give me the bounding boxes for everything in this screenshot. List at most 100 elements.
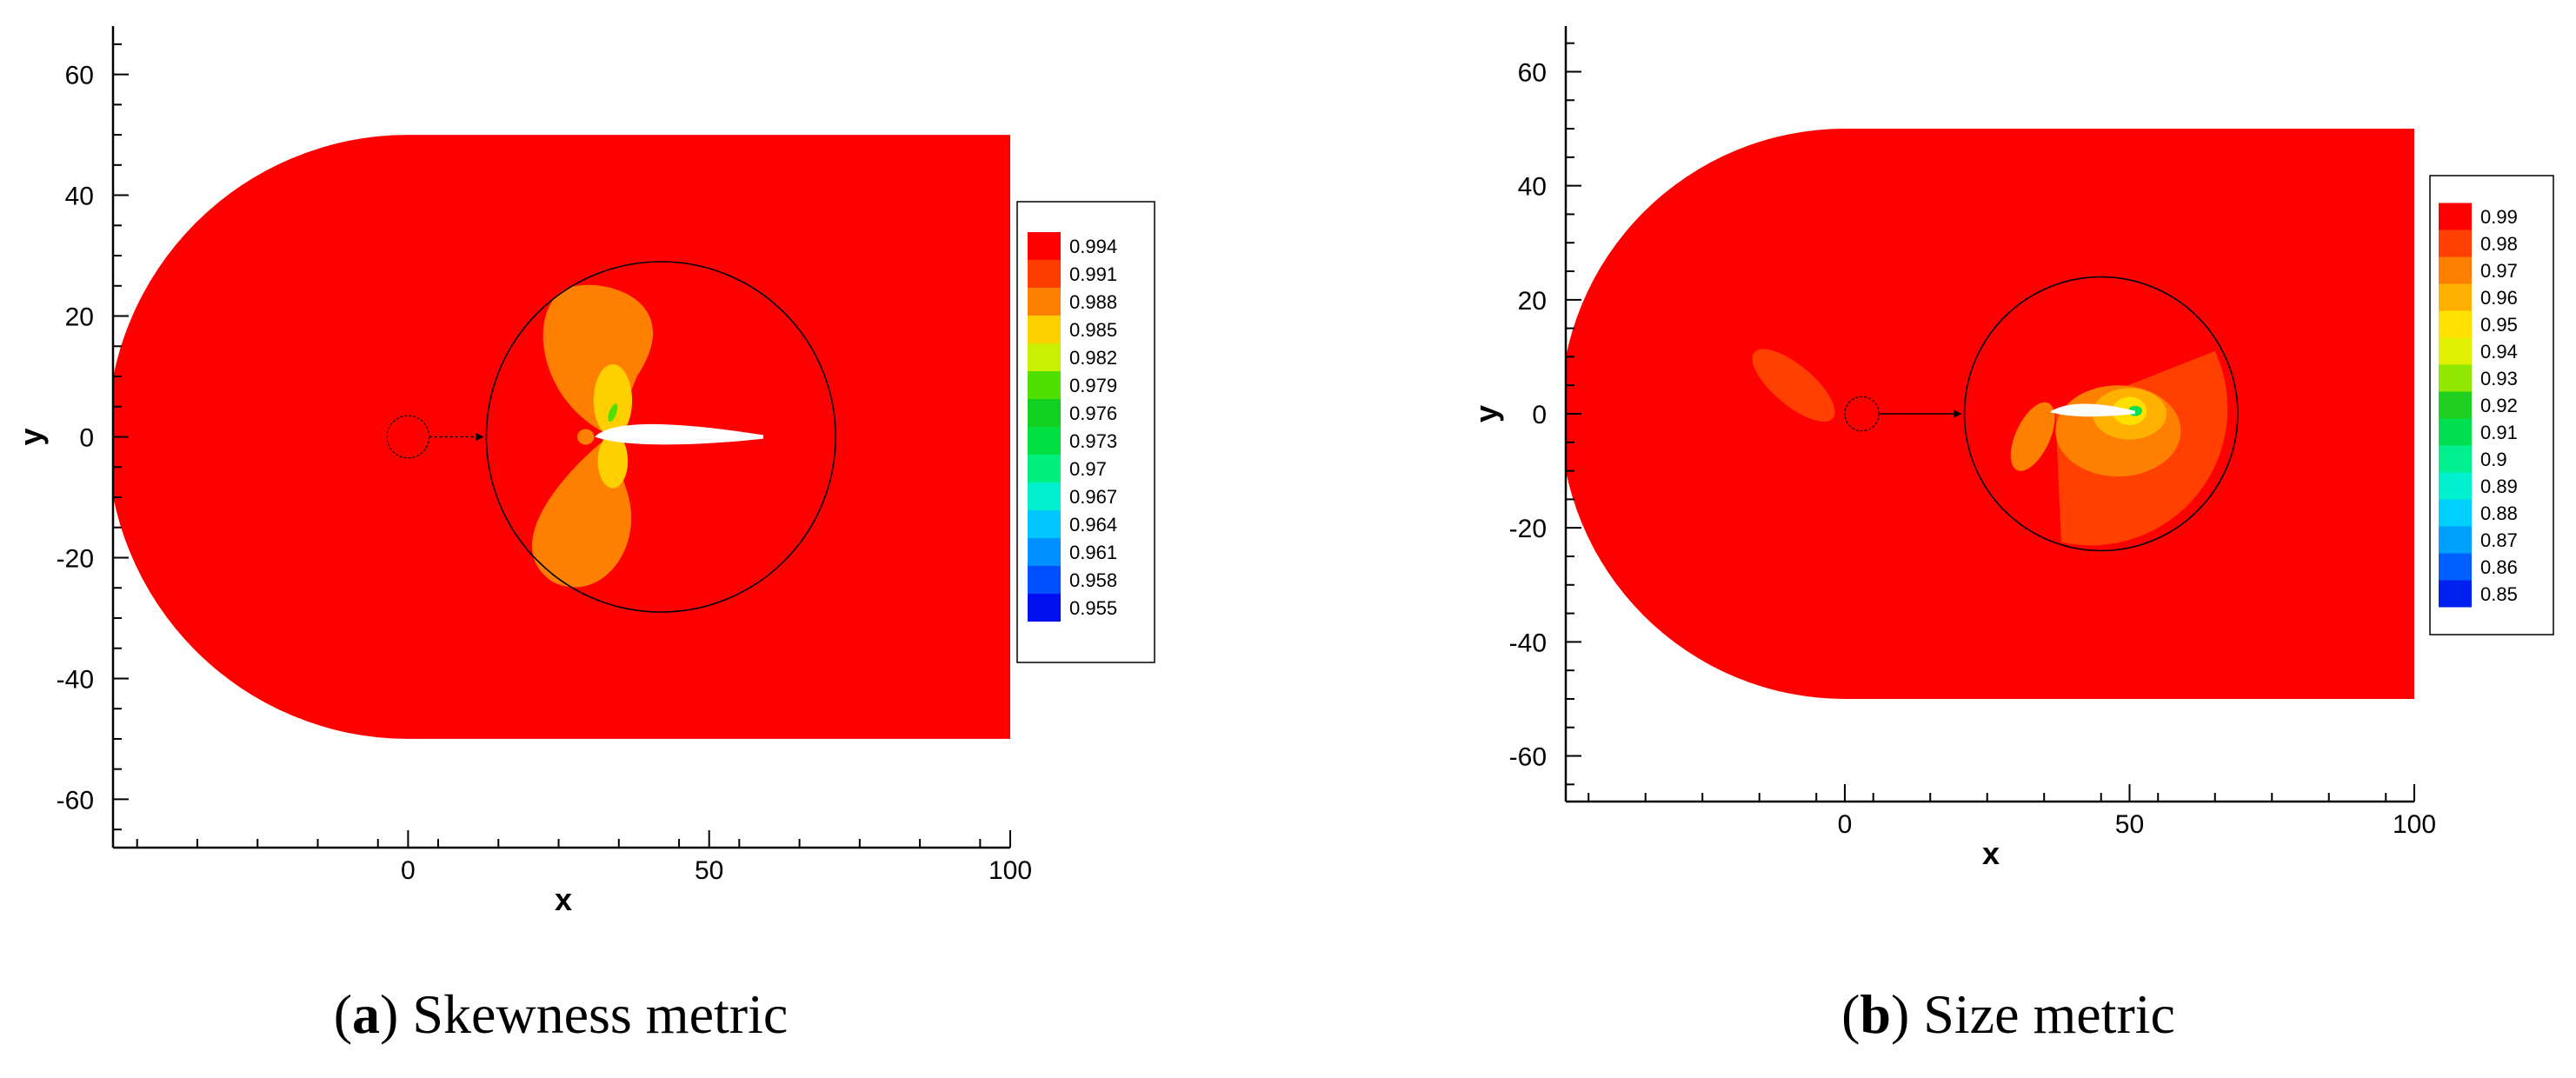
legend-label: 0.95 xyxy=(2480,314,2518,336)
legend-label: 0.92 xyxy=(2480,395,2518,416)
contour-field xyxy=(113,135,1010,739)
airfoil-shape xyxy=(2049,403,2136,417)
legend-label: 0.979 xyxy=(1069,375,1117,396)
y-tick-label: -20 xyxy=(1509,515,1547,543)
legend-label: 0.89 xyxy=(2480,476,2518,497)
contour-green-spot xyxy=(608,403,618,423)
legend-label: 0.958 xyxy=(1069,569,1117,591)
y-tick-label: 40 xyxy=(65,183,94,211)
x-tick-label: 0 xyxy=(401,856,416,885)
legend-swatch xyxy=(1028,399,1061,427)
legend-label: 0.967 xyxy=(1069,486,1117,508)
legend-swatch xyxy=(1028,510,1061,538)
legend-label: 0.964 xyxy=(1069,514,1117,536)
x-tick-label: 0 xyxy=(1838,810,1853,839)
contour-inner-lower xyxy=(597,434,629,489)
x-tick-label: 100 xyxy=(988,856,1032,885)
y-tick-label: 0 xyxy=(79,424,94,453)
legend-label: 0.88 xyxy=(2480,502,2518,524)
legend-swatch xyxy=(2439,553,2472,581)
legend-label: 0.982 xyxy=(1069,347,1117,369)
legend-label: 0.86 xyxy=(2480,556,2518,578)
legend-label: 0.96 xyxy=(2480,287,2518,309)
legend-swatch xyxy=(1028,232,1061,260)
legend-swatch xyxy=(2439,445,2472,473)
legend-label: 0.97 xyxy=(1069,458,1107,480)
y-tick-label: 20 xyxy=(1518,287,1547,316)
legend-swatch xyxy=(2439,283,2472,311)
legend-label: 0.99 xyxy=(2480,206,2518,228)
legend: 0.99 0.98 0.97 0.96 0.95 0.94 0.93 0.92 0.91 0.9 0… xyxy=(2429,175,2554,635)
legend-swatch xyxy=(2439,203,2472,230)
legend-swatch xyxy=(2439,337,2472,365)
legend-swatch xyxy=(1028,594,1061,622)
y-tick-label: -60 xyxy=(57,786,94,815)
legend-swatch xyxy=(2439,256,2472,284)
legend-swatch xyxy=(2439,499,2472,527)
legend-swatch xyxy=(2439,526,2472,554)
y-tick-label: 60 xyxy=(1518,58,1547,87)
source-circle xyxy=(1844,396,1880,432)
legend-swatch xyxy=(1028,427,1061,455)
legend-swatch xyxy=(1028,455,1061,482)
legend-swatch xyxy=(2439,364,2472,392)
legend-label: 0.988 xyxy=(1069,291,1117,313)
contour-field xyxy=(1566,129,2414,699)
x-tick-label: 50 xyxy=(2115,810,2144,839)
y-tick-label: -20 xyxy=(57,544,94,573)
y-tick-label: 40 xyxy=(1518,173,1547,202)
contour-leading-edge xyxy=(577,429,595,445)
legend-label: 0.994 xyxy=(1069,236,1117,257)
legend-swatch xyxy=(1028,260,1061,288)
legend-swatch xyxy=(1028,371,1061,399)
y-tick-label: 20 xyxy=(65,303,94,332)
legend-swatch xyxy=(1028,566,1061,594)
x-axis-title: x xyxy=(1982,835,2000,871)
legend-label: 0.98 xyxy=(2480,233,2518,255)
contour-inner-upper xyxy=(593,364,633,437)
legend-swatch xyxy=(1028,538,1061,566)
legend-label: 0.94 xyxy=(2480,341,2518,363)
source-circle xyxy=(386,415,430,459)
airfoil-shape xyxy=(595,423,764,445)
x-tick-label: 100 xyxy=(2393,810,2436,839)
legend-swatch xyxy=(2439,580,2472,608)
contour-streak-left xyxy=(1752,349,1835,422)
x-tick-label: 50 xyxy=(695,856,723,885)
legend-label: 0.97 xyxy=(2480,260,2518,282)
y-tick-label: -40 xyxy=(57,665,94,694)
y-tick-label: 60 xyxy=(65,62,94,90)
caption-a: (a) Skewness metric xyxy=(334,983,789,1045)
legend-swatch xyxy=(2439,472,2472,500)
y-tick-label: -40 xyxy=(1509,629,1547,657)
caption-b: (b) Size metric xyxy=(1841,983,2175,1045)
legend-label: 0.93 xyxy=(2480,368,2518,389)
legend-label: 0.85 xyxy=(2480,583,2518,605)
legend-label: 0.961 xyxy=(1069,542,1117,563)
legend-label: 0.87 xyxy=(2480,529,2518,551)
legend-swatch xyxy=(1028,482,1061,510)
legend: 0.994 0.991 0.988 0.985 0.982 0.979 0.976 0.973… xyxy=(1016,201,1155,663)
legend-swatch xyxy=(2439,391,2472,419)
legend-label: 0.955 xyxy=(1069,597,1117,619)
y-axis-title: y xyxy=(1468,405,1504,423)
legend-swatch xyxy=(1028,316,1061,343)
legend-label: 0.985 xyxy=(1069,319,1117,341)
panel-size-metric: -60 -40 -20 0 20 40 60 0 50 100 x y 0.99 0.98 0.97 0.96… xyxy=(1468,26,2554,871)
y-tick-label: 0 xyxy=(1532,401,1547,429)
legend-swatch xyxy=(2439,418,2472,446)
refinement-circle xyxy=(1963,276,2239,552)
legend-swatch xyxy=(2439,310,2472,338)
contour-lobe-small xyxy=(2010,402,2055,471)
legend-swatch xyxy=(1028,288,1061,316)
legend-swatch xyxy=(1028,343,1061,371)
legend-label: 0.9 xyxy=(2480,449,2507,470)
legend-label: 0.973 xyxy=(1069,430,1117,452)
legend-label: 0.976 xyxy=(1069,403,1117,424)
domain-region xyxy=(1566,129,2414,699)
legend-swatch xyxy=(2439,230,2472,257)
legend-label: 0.991 xyxy=(1069,263,1117,285)
y-axis-title: y xyxy=(13,428,49,445)
